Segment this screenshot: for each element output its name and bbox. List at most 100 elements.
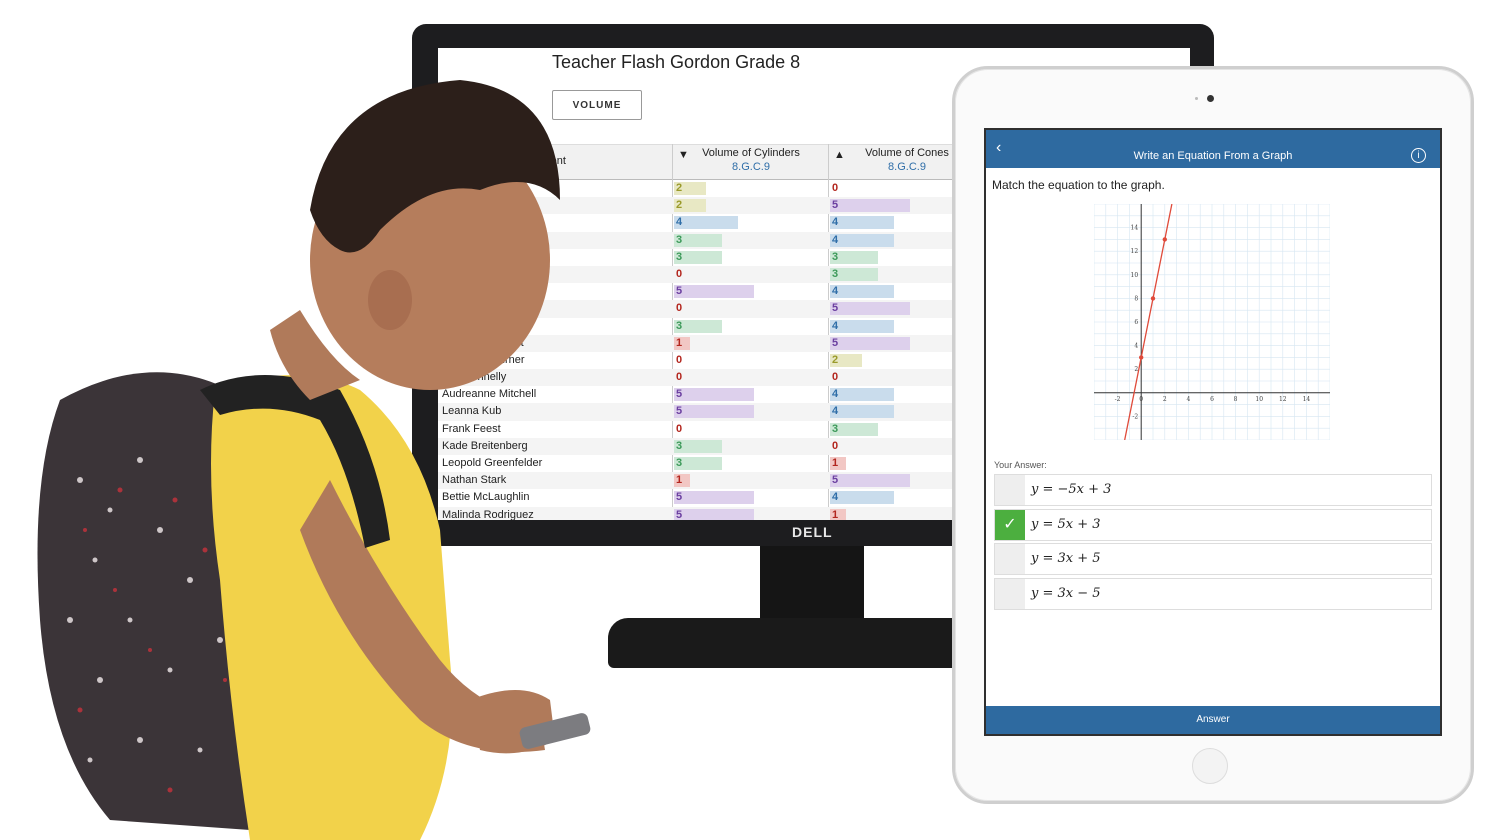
- score-bar: [674, 319, 722, 333]
- x-tick-label: -2: [1115, 396, 1121, 403]
- table-row[interactable]: Bettie McLaughlin 5 4: [438, 489, 1190, 506]
- y-tick-label: 2: [1134, 366, 1138, 373]
- score-bar: [830, 319, 894, 333]
- x-tick-label: 8: [1234, 396, 1238, 403]
- answer-choice[interactable]: y = −5x + 3: [994, 474, 1432, 506]
- x-tick-label: 12: [1279, 396, 1287, 403]
- sort-desc-icon[interactable]: ▼: [678, 149, 689, 161]
- question-prompt: Match the equation to the graph.: [992, 178, 1165, 192]
- score-bar: [830, 336, 910, 350]
- score-bar: [830, 405, 894, 419]
- score-value: 3: [676, 233, 683, 246]
- y-tick-label: 12: [1131, 248, 1139, 255]
- table-row[interactable]: Leopold Greenfelder 3 1: [438, 455, 1190, 472]
- y-tick-label: 8: [1134, 295, 1138, 302]
- x-tick-label: 10: [1255, 396, 1263, 403]
- equation-label: y = 5x + 3: [1031, 516, 1101, 532]
- score-value: 5: [676, 388, 683, 401]
- y-tick-label: -2: [1132, 413, 1138, 420]
- score-bar: [674, 336, 690, 350]
- student-with-phone-photo: [37, 80, 591, 840]
- score-value: 4: [832, 233, 839, 246]
- answer-choice[interactable]: y = 3x − 5: [994, 577, 1432, 610]
- answer-choice[interactable]: ✓ y = 5x + 3: [994, 508, 1432, 541]
- back-chevron-icon[interactable]: ‹: [996, 139, 1002, 156]
- score-value: 2: [676, 182, 683, 194]
- score-value: 3: [832, 250, 839, 263]
- score-value: 3: [676, 250, 683, 263]
- cones-column-header[interactable]: ▲ Volume of Cones 8.G.C.9: [830, 147, 984, 179]
- score-bar: [674, 388, 754, 402]
- score-value: 4: [832, 491, 839, 504]
- score-value: 5: [832, 302, 839, 315]
- student-name: Kade Breitenberg: [442, 439, 528, 452]
- student-name: Malinda Rodriguez: [442, 508, 534, 520]
- x-tick-label: 2: [1163, 396, 1167, 403]
- answer-checkbox[interactable]: [995, 544, 1025, 574]
- score-bar: [830, 353, 862, 367]
- sort-asc-icon[interactable]: ▲: [834, 149, 845, 161]
- student-name: Leanna Kub: [442, 405, 502, 418]
- student-name: Bettie McLaughlin: [442, 491, 530, 504]
- standard-code-link[interactable]: 8.G.C.9: [732, 161, 770, 173]
- score-value: 0: [676, 371, 683, 384]
- score-bar: [674, 182, 706, 195]
- y-tick-label: 6: [1134, 319, 1138, 326]
- table-row[interactable]: Frank Feest 0 3: [438, 421, 1190, 438]
- score-bar: [674, 233, 722, 247]
- table-row[interactable]: Audreanne Mitchell 5 4: [438, 386, 1190, 403]
- score-value: 3: [832, 422, 839, 435]
- score-value: 0: [832, 439, 839, 452]
- score-bar: [830, 233, 894, 247]
- score-value: 0: [832, 182, 839, 194]
- submit-answer-button[interactable]: Answer: [986, 706, 1440, 734]
- score-value: 4: [676, 216, 683, 229]
- tablet-app-screen: ‹ Write an Equation From a Graph i Match…: [984, 128, 1442, 736]
- your-answer-label: Your Answer:: [994, 460, 1047, 470]
- score-bar: [674, 508, 754, 520]
- table-row[interactable]: ros54: [438, 283, 1190, 300]
- coordinate-graph: -2 0 2 4 6 8 10 12 14 14 12 10 8 6 4 2 -2: [1094, 204, 1330, 440]
- tablet-sensor: [1195, 97, 1198, 100]
- page-title: Teacher Flash Gordon Grade 8: [552, 52, 801, 72]
- score-bar: [830, 508, 846, 520]
- score-bar: [830, 388, 894, 402]
- score-bar: [674, 491, 754, 505]
- score-value: 3: [676, 319, 683, 332]
- answer-checkbox[interactable]: [995, 578, 1025, 609]
- answer-choice[interactable]: y = 3x + 5: [994, 543, 1432, 575]
- volume-tab-button[interactable]: VOLUME: [552, 90, 642, 120]
- score-bar: [830, 302, 910, 316]
- column-divider: [672, 144, 673, 520]
- score-value: 4: [832, 405, 839, 418]
- score-value: 1: [676, 336, 683, 349]
- x-tick-label: 0: [1139, 396, 1143, 403]
- score-bar: [674, 474, 690, 488]
- score-value: 5: [676, 508, 683, 520]
- score-bar: [674, 285, 754, 299]
- score-bar: [674, 457, 722, 470]
- score-value: 3: [676, 457, 683, 469]
- info-icon[interactable]: i: [1411, 148, 1426, 163]
- y-tick-label: 10: [1131, 272, 1139, 279]
- y-tick-label: 14: [1131, 225, 1139, 232]
- tablet-home-button[interactable]: [1192, 748, 1228, 784]
- answer-checkbox[interactable]: [995, 475, 1025, 505]
- graph-line: [1124, 204, 1173, 440]
- score-value: 5: [676, 285, 683, 298]
- cylinders-column-header[interactable]: ▼ Volume of Cylinders 8.G.C.9: [674, 147, 828, 179]
- standard-code-link[interactable]: 8.G.C.9: [888, 161, 926, 173]
- score-value: 3: [832, 267, 839, 280]
- score-bar: [830, 422, 878, 436]
- score-value: 4: [832, 388, 839, 401]
- monitor-stand: [760, 546, 864, 624]
- score-bar: [830, 491, 894, 505]
- graph-point: [1162, 237, 1167, 242]
- check-mark-icon[interactable]: ✓: [995, 509, 1025, 540]
- x-tick-label: 14: [1303, 396, 1311, 403]
- score-value: 5: [832, 199, 839, 212]
- score-bar: [830, 199, 910, 213]
